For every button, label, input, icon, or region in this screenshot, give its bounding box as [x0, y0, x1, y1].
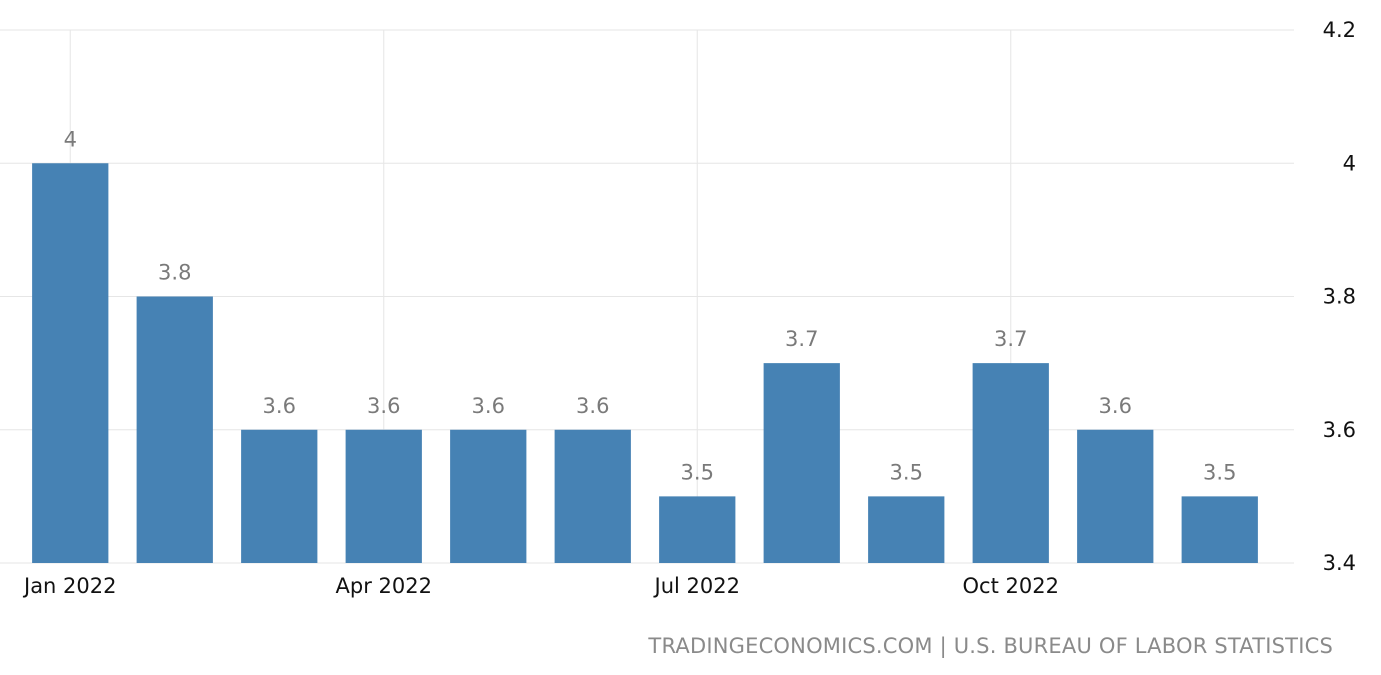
- y-tick-label: 4.2: [1323, 18, 1356, 42]
- data-label: 3.6: [367, 394, 400, 418]
- data-label: 3.5: [1203, 460, 1236, 484]
- x-tick-label: Jan 2022: [22, 574, 117, 598]
- y-tick-label: 3.6: [1323, 418, 1356, 442]
- data-label: 3.6: [576, 394, 609, 418]
- bar: [1077, 429, 1154, 563]
- bar: [136, 296, 213, 563]
- x-axis: Jan 2022 Apr 2022 Jul 2022 Oct 2022: [22, 574, 1059, 598]
- data-label: 3.7: [994, 327, 1027, 351]
- bar: [554, 429, 631, 563]
- bar: [241, 429, 318, 563]
- source-attribution: TRADINGECONOMICS.COM | U.S. BUREAU OF LA…: [648, 634, 1333, 658]
- y-tick-label: 4: [1343, 151, 1356, 175]
- bar: [32, 163, 109, 563]
- bar: [868, 496, 945, 563]
- x-tick-label: Apr 2022: [336, 574, 432, 598]
- bars-group: [32, 163, 1258, 563]
- data-label: 3.5: [681, 460, 714, 484]
- data-labels-group: 4 3.8 3.6 3.6 3.6 3.6 3.5 3.7 3.5 3.7 3.6 3.5: [64, 127, 1237, 484]
- data-label: 3.6: [263, 394, 296, 418]
- bar: [1181, 496, 1258, 563]
- y-axis: 3.4 3.6 3.8 4 4.2: [1323, 18, 1356, 575]
- y-tick-label: 3.8: [1323, 285, 1356, 309]
- x-tick-label: Jul 2022: [653, 574, 740, 598]
- bar: [972, 363, 1049, 563]
- data-label: 3.6: [1099, 394, 1132, 418]
- data-label: 3.6: [472, 394, 505, 418]
- data-label: 3.8: [158, 261, 191, 285]
- data-label: 4: [64, 127, 77, 151]
- x-tick-label: Oct 2022: [963, 574, 1059, 598]
- bar: [450, 429, 527, 563]
- data-label: 3.5: [890, 460, 923, 484]
- bar: [763, 363, 840, 563]
- bar: [659, 496, 736, 563]
- y-tick-label: 3.4: [1323, 551, 1356, 575]
- bar: [345, 429, 422, 563]
- data-label: 3.7: [785, 327, 818, 351]
